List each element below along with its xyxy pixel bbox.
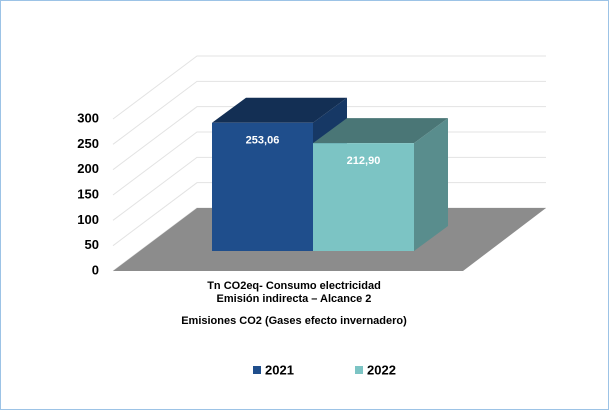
bar-front (313, 143, 414, 251)
bar-top (212, 97, 347, 123)
grid-line (112, 80, 546, 145)
y-tick-label: 250 (77, 136, 99, 151)
chart-title: Emisiones CO2 (Gases efecto invernadero) (181, 315, 407, 327)
y-tick-label: 100 (77, 212, 99, 227)
value-label: 253,06 (246, 135, 280, 147)
y-tick-label: 50 (85, 237, 99, 252)
legend-swatch (253, 366, 261, 374)
x-label: Emisión indirecta – Alcance 2 (217, 293, 372, 305)
y-tick-label: 300 (77, 110, 99, 125)
value-label: 212,90 (347, 155, 381, 167)
legend-label: 2022 (367, 362, 396, 377)
y-tick-label: 200 (77, 161, 99, 176)
legend-label: 2021 (265, 362, 294, 377)
grid-line (112, 55, 546, 120)
y-tick-label: 150 (77, 186, 99, 201)
bar (313, 118, 448, 251)
grid-line (112, 106, 546, 171)
legend-swatch (355, 366, 363, 374)
y-tick-label: 0 (92, 262, 99, 277)
x-label: Tn CO2eq- Consumo electricidad (207, 280, 381, 292)
bar-front (212, 122, 313, 252)
bar-side (414, 118, 448, 251)
bar-top (313, 118, 448, 144)
